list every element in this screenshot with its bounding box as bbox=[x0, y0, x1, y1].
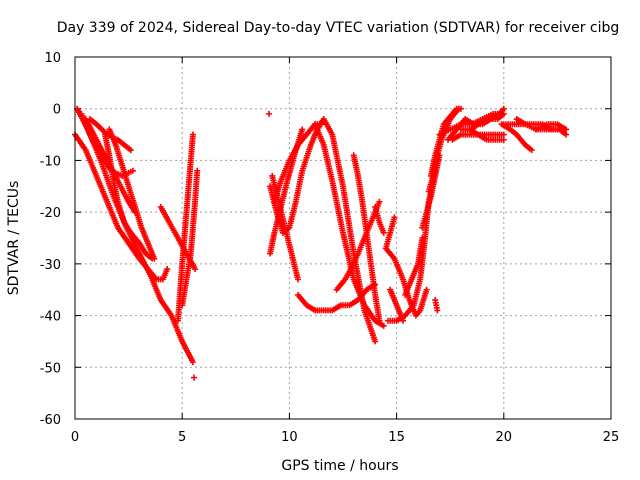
axis-tick-labels: 0 5 10 15 20 25 10 0 -10 -20 -30 -40 -50 -60 bbox=[40, 51, 620, 445]
data-point-arc-14 bbox=[372, 338, 379, 345]
y-tick-label: 10 bbox=[44, 51, 61, 66]
x-tick-label: 10 bbox=[281, 430, 298, 445]
data-point-arc-23 bbox=[423, 286, 430, 293]
data-point-arc-21 bbox=[380, 229, 387, 236]
data-point-arc-01 bbox=[164, 266, 171, 273]
data-point-arc-35 bbox=[500, 110, 507, 117]
y-tick-label: -40 bbox=[40, 310, 61, 325]
data-point-arc-08 bbox=[192, 266, 199, 273]
data-point-arc-11 bbox=[190, 374, 197, 381]
chart-title: Day 339 of 2024, Sidereal Day-to-day VTE… bbox=[57, 20, 620, 36]
data-point-arc-29 bbox=[457, 105, 464, 112]
data-point-arc-20 bbox=[376, 317, 383, 324]
y-tick-label: -30 bbox=[40, 258, 61, 273]
data-point-arc-38 bbox=[562, 131, 569, 138]
data-point-arc-26 bbox=[419, 235, 426, 241]
data-point-arc-07 bbox=[151, 255, 158, 262]
x-tick-label: 20 bbox=[496, 430, 513, 445]
data-point-arc-30 bbox=[434, 307, 441, 314]
y-tick-label: -10 bbox=[40, 154, 61, 169]
data-point-arc-22 bbox=[391, 214, 398, 221]
data-points bbox=[72, 105, 569, 381]
data-point-arc-32 bbox=[500, 105, 507, 112]
data-point-arc-18 bbox=[380, 322, 387, 329]
data-point-arc-12 bbox=[266, 110, 273, 117]
y-tick-label: -20 bbox=[40, 206, 61, 221]
data-point-arc-13 bbox=[299, 126, 306, 133]
data-point-arc-05 bbox=[127, 147, 134, 154]
data-point-arc-15 bbox=[294, 276, 301, 283]
data-point-arc-10 bbox=[194, 167, 201, 174]
x-tick-label: 15 bbox=[388, 430, 405, 445]
data-point-arc-09 bbox=[189, 131, 196, 138]
data-point-arc-34 bbox=[500, 136, 507, 143]
y-tick-label: -50 bbox=[40, 361, 61, 376]
y-tick-label: -60 bbox=[40, 413, 61, 428]
grid-lines bbox=[74, 56, 612, 420]
data-point-arc-25 bbox=[400, 317, 407, 324]
x-tick-label: 5 bbox=[178, 430, 186, 445]
data-point-arc-03 bbox=[129, 167, 136, 174]
data-point-arc-33 bbox=[500, 131, 507, 138]
x-tick-label: 25 bbox=[603, 430, 620, 445]
plot-frame bbox=[74, 56, 612, 420]
data-point-arc-39 bbox=[562, 126, 569, 133]
x-axis-title: GPS time / hours bbox=[281, 458, 398, 474]
data-point-arc-36 bbox=[528, 147, 535, 154]
data-point-arc-19 bbox=[376, 198, 383, 205]
data-point-arc-16 bbox=[318, 121, 325, 128]
data-point-arc-02 bbox=[189, 359, 196, 366]
x-tick-label: 0 bbox=[71, 430, 79, 445]
y-tick-label: 0 bbox=[53, 103, 61, 118]
y-axis-title: SDTVAR / TECUs bbox=[6, 181, 22, 296]
